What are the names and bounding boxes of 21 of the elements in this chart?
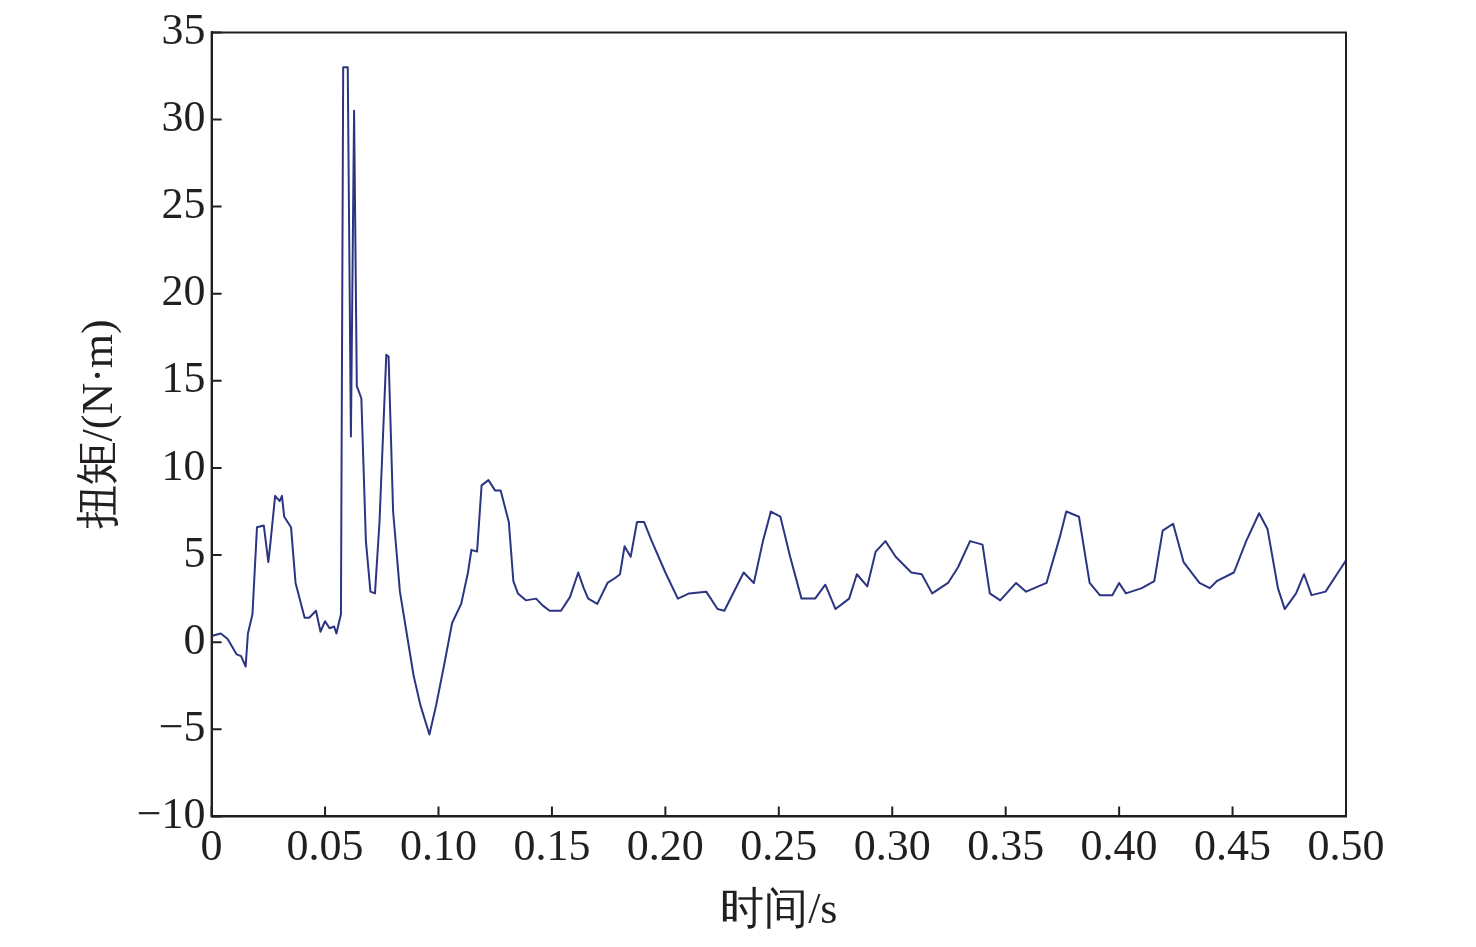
x-tick-label: 0.45 (1194, 821, 1272, 871)
y-tick-label: 0 (183, 614, 206, 664)
y-tick-label: 35 (161, 4, 206, 54)
x-tick-label: 0.30 (853, 821, 931, 871)
y-axis-title: 扭矩/(N·m) (72, 319, 122, 530)
y-tick-label: 25 (161, 179, 206, 229)
x-tick-label: 0.15 (513, 821, 591, 871)
y-tick-label: 10 (161, 440, 206, 490)
x-tick-label: 0.25 (740, 821, 818, 871)
x-tick-label: 0.40 (1080, 821, 1158, 871)
x-axis-title: 时间/s (720, 884, 838, 934)
x-tick-label: 0.20 (626, 821, 704, 871)
x-tick-label: 0.10 (399, 821, 477, 871)
y-tick-label: 5 (183, 527, 206, 577)
y-tick-label: 20 (161, 266, 206, 316)
y-tick-label: 15 (161, 353, 206, 403)
y-tick-label: −5 (158, 701, 206, 751)
x-tick-label: 0.35 (967, 821, 1045, 871)
x-tick-label: 0.50 (1307, 821, 1385, 871)
x-tick-label: 0.05 (286, 821, 364, 871)
y-tick-label: 30 (161, 92, 206, 142)
